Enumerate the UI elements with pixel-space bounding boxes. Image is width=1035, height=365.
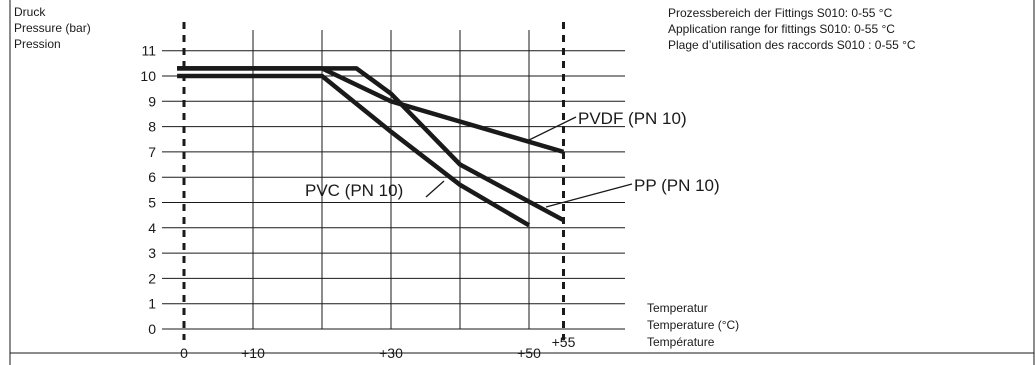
pp-leader-line	[545, 183, 633, 208]
y-tick-label: 6	[148, 169, 156, 185]
y-tick-label: 10	[140, 68, 156, 84]
y-axis-title-fr: Pression	[14, 37, 61, 51]
x-axis-title-fr: Température	[647, 335, 715, 349]
series-label-pvc: PVC (PN 10)	[305, 181, 403, 200]
y-tick-labels: 0 1 2 3 4 5 6 7 8 9 10 11	[140, 43, 156, 337]
x-tick-label: +50	[517, 345, 541, 361]
pvdf-leader-line	[526, 116, 577, 142]
y-tick-label: 2	[148, 270, 156, 286]
note-de: Prozessbereich der Fittings S010: 0-55 °…	[668, 6, 893, 20]
y-tick-label: 5	[148, 195, 156, 211]
y-tick-label: 1	[148, 296, 156, 312]
x-tick-label: +10	[241, 345, 265, 361]
x-axis-title-en: Temperature (°C)	[647, 318, 739, 332]
chart-frame	[9, 0, 1035, 365]
y-tick-label: 9	[148, 93, 156, 109]
x-tick-label: +55	[552, 334, 576, 350]
series-line	[177, 66, 565, 223]
y-tick-label: 11	[141, 43, 156, 59]
x-axis-title-de: Temperatur	[647, 301, 708, 315]
y-tick-label: 3	[148, 245, 156, 261]
y-axis-title-de: Druck	[14, 5, 46, 19]
x-tick-label: +30	[379, 345, 403, 361]
series-label-pp: PP (PN 10)	[634, 176, 720, 195]
series-lines	[177, 66, 565, 228]
x-tick-labels: 0 +10 +30 +50 +55	[180, 334, 575, 361]
y-axis-title-en: Pressure (bar)	[14, 21, 91, 35]
note-en: Application range for fittings S010: 0-5…	[668, 22, 895, 36]
y-tick-label: 4	[148, 220, 156, 236]
series-line	[177, 73, 531, 228]
pvc-leader-line	[425, 180, 445, 198]
series-label-pvdf: PVDF (PN 10)	[578, 109, 687, 128]
x-tick-label: 0	[180, 345, 188, 361]
y-tick-label: 8	[148, 119, 156, 135]
y-tick-label: 7	[148, 144, 156, 160]
note-fr: Plage d’utilisation des raccords S010 : …	[668, 38, 916, 52]
y-tick-label: 0	[148, 321, 156, 337]
